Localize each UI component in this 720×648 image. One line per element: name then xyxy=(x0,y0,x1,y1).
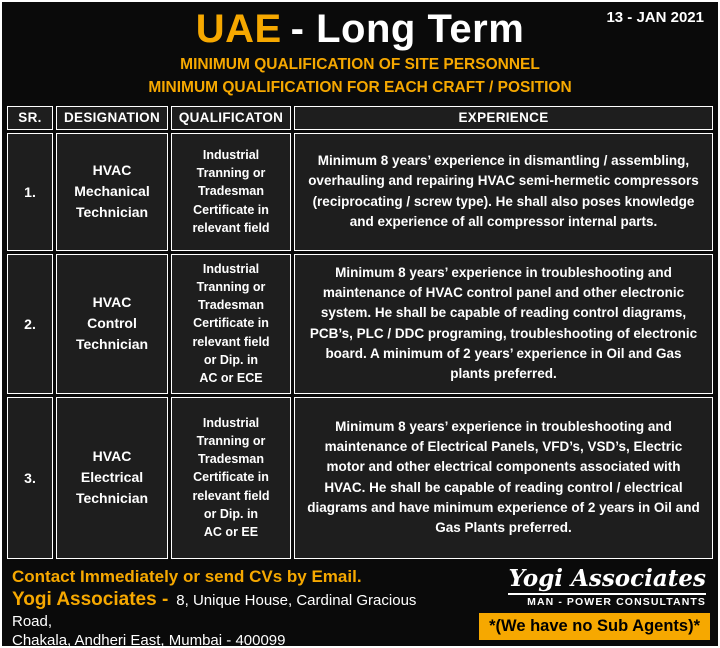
col-header-sr: SR. xyxy=(7,105,53,130)
col-header-experience: EXPERIENCE xyxy=(294,105,713,130)
footer: Contact Immediately or send CVs by Email… xyxy=(2,562,718,648)
col-header-designation: DESIGNATION xyxy=(56,105,168,130)
col-header-qualification: QUALIFICATON xyxy=(171,105,291,130)
logo-tagline: MAN - POWER CONSULTANTS xyxy=(508,592,706,608)
address-line-2: Chakala, Andheri East, Mumbai - 400099 xyxy=(12,631,286,648)
sr-cell: 3. xyxy=(7,396,53,559)
sr-cell: 2. xyxy=(7,253,53,394)
footer-brand-block: Yogi Associates MAN - POWER CONSULTANTS … xyxy=(435,564,710,647)
sr-cell: 1. xyxy=(7,132,53,251)
designation-cell: HVAC Control Technician xyxy=(56,253,168,394)
title-rest: - Long Term xyxy=(290,7,525,51)
footer-contact-block: Contact Immediately or send CVs by Email… xyxy=(12,566,435,648)
address-line-1: 8, Unique House, Cardinal Gracious Road, xyxy=(12,591,417,630)
table-header-row: SR. DESIGNATION QUALIFICATON EXPERIENCE xyxy=(7,105,713,130)
qualification-cell: Industrial Tranning or Tradesman Certifi… xyxy=(171,396,291,559)
date-label: 13 - JAN 2021 xyxy=(606,9,704,26)
experience-cell: Minimum 8 years’ experience in dismantli… xyxy=(294,132,713,251)
page-title: UAE - Long Term xyxy=(2,7,718,51)
table-row: 3. HVAC Electrical Technician Industrial… xyxy=(7,396,713,559)
header: 13 - JAN 2021 UAE - Long Term xyxy=(2,2,718,52)
qualification-cell: Industrial Tranning or Tradesman Certifi… xyxy=(171,132,291,251)
subtitle: MINIMUM QUALIFICATION OF SITE PERSONNEL … xyxy=(2,53,718,100)
title-accent: UAE xyxy=(195,7,282,51)
designation-cell: HVAC Mechanical Technician xyxy=(56,132,168,251)
qualification-cell: Industrial Tranning or Tradesman Certifi… xyxy=(171,253,291,394)
company-address-line: Yogi Associates -8, Unique House, Cardin… xyxy=(12,588,435,632)
experience-cell: Minimum 8 years’ experience in troublesh… xyxy=(294,253,713,394)
subtitle-line-2: MINIMUM QUALIFICATION FOR EACH CRAFT / P… xyxy=(148,79,572,97)
subtitle-line-1: MINIMUM QUALIFICATION OF SITE PERSONNEL xyxy=(180,56,540,73)
designation-cell: HVAC Electrical Technician xyxy=(56,396,168,559)
company-name: Yogi Associates - xyxy=(12,588,169,610)
table-row: 2. HVAC Control Technician Industrial Tr… xyxy=(7,253,713,394)
experience-cell: Minimum 8 years’ experience in troublesh… xyxy=(294,396,713,559)
company-logo: Yogi Associates MAN - POWER CONSULTANTS xyxy=(508,564,710,608)
table-row: 1. HVAC Mechanical Technician Industrial… xyxy=(7,132,713,251)
qualification-table: SR. DESIGNATION QUALIFICATON EXPERIENCE … xyxy=(4,103,716,562)
logo-name: Yogi Associates xyxy=(508,564,706,592)
contact-heading: Contact Immediately or send CVs by Email… xyxy=(12,566,362,586)
no-sub-agents-badge: *(We have no Sub Agents)* xyxy=(479,612,710,640)
